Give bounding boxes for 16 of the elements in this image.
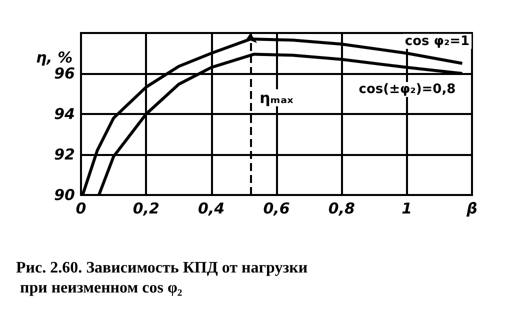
x-tick-label: 0,4 [198,200,225,218]
x-tick-label: β [466,200,478,218]
y-tick-label: 94 [54,105,75,123]
series-label: cos(±φ₂)=0,8 [358,82,456,97]
x-tick-label: 0,6 [263,200,290,218]
y-tick-label: 92 [54,146,75,164]
series-label: cos φ₂=1 [404,34,470,49]
x-tick-label: 0,2 [132,200,160,218]
y-axis-title: η, % [36,48,73,66]
text: Рис. 2.60. Зависимость КПД от нагрузки при неизменном cos φ₂ [16,260,308,296]
y-tick-label: 96 [54,64,75,82]
x-tick-label: 0,8 [328,200,355,218]
x-tick-label: 1 [402,200,412,218]
y-tick-label: 90 [54,186,75,204]
ref-line-label: ηₘₐₓ [260,88,294,107]
x-tick-label: 0 [76,200,86,218]
